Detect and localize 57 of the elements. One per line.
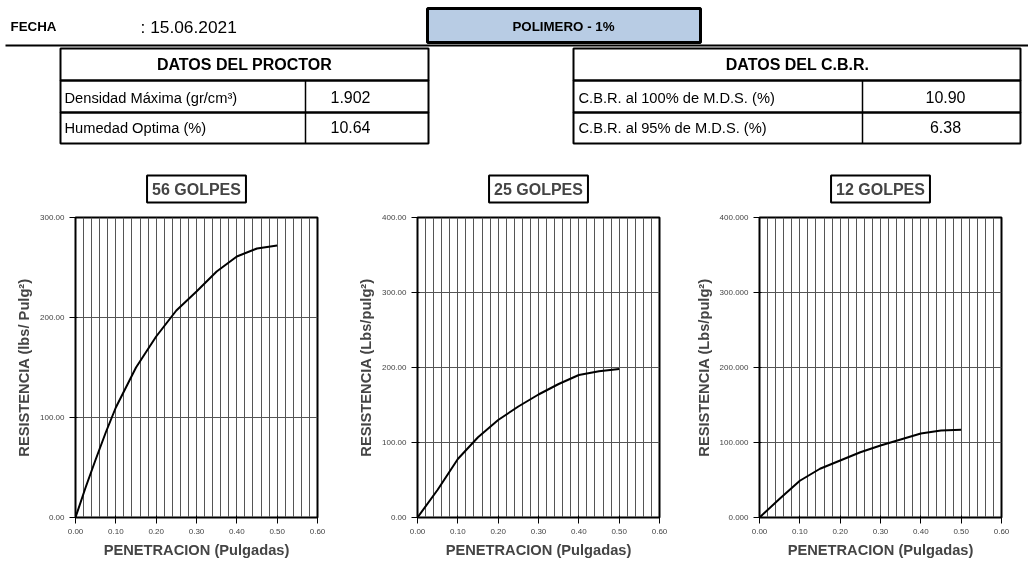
text: 1.902 <box>330 88 371 106</box>
x-tick-label: 0.20 <box>832 526 849 536</box>
y-tick-label: 200.00 <box>40 313 66 322</box>
y-tick-label: 200.00 <box>382 363 408 372</box>
x-tick-label: 0.50 <box>269 526 286 536</box>
x-tick-label: 0.40 <box>571 526 588 536</box>
text: C.B.R. al 100% de M.D.S. (%) <box>578 89 775 106</box>
text: 10.64 <box>330 118 371 136</box>
y-tick-label: 100.00 <box>382 438 408 447</box>
text: 10.90 <box>925 88 966 106</box>
text: FECHA <box>10 19 57 34</box>
x-tick-label: 0.20 <box>490 526 507 536</box>
y-tick-label: 400.000 <box>719 213 750 222</box>
x-axis-title: PENETRACION (Pulgadas) <box>103 541 290 558</box>
x-tick-label: 0.60 <box>651 526 668 536</box>
y-axis-title: RESISTENCIA (Lbs/pulg²) <box>695 278 712 457</box>
x-tick-label: 0.10 <box>792 526 809 536</box>
text: DATOS DEL PROCTOR <box>156 56 333 73</box>
x-tick-label: 0.20 <box>148 526 165 536</box>
y-tick-label: 0.00 <box>48 513 66 522</box>
y-tick-label: 0.00 <box>390 513 408 522</box>
text: 6.38 <box>929 118 962 136</box>
text: Densidad Máxima (gr/cm³) <box>64 89 238 106</box>
x-tick-label: 0.40 <box>913 526 930 536</box>
y-tick-label: 300.00 <box>40 213 66 222</box>
chart-title: 25 GOLPES <box>494 180 584 198</box>
y-tick-label: 100.00 <box>40 413 66 422</box>
x-tick-label: 0.50 <box>953 526 970 536</box>
chart-title: 12 GOLPES <box>836 180 926 198</box>
x-tick-label: 0.40 <box>229 526 246 536</box>
y-tick-label: 400.00 <box>382 213 408 222</box>
y-tick-label: 200.000 <box>719 363 750 372</box>
y-tick-label: 0.000 <box>728 513 750 522</box>
y-axis-title: RESISTENCIA (Lbs/pulg²) <box>358 278 375 457</box>
text: : 15.06.2021 <box>140 16 237 37</box>
x-tick-label: 0.00 <box>751 526 768 536</box>
chart-title: 56 GOLPES <box>152 180 242 198</box>
x-tick-label: 0.60 <box>309 526 326 536</box>
text: C.B.R. al 95% de M.D.S. (%) <box>578 119 767 136</box>
y-tick-label: 300.00 <box>382 288 408 297</box>
y-tick-label: 300.000 <box>719 288 750 297</box>
x-axis-title: PENETRACION (Pulgadas) <box>445 541 632 558</box>
x-tick-label: 0.60 <box>993 526 1010 536</box>
x-axis-title: PENETRACION (Pulgadas) <box>787 541 974 558</box>
x-tick-label: 0.50 <box>611 526 628 536</box>
y-axis-title: RESISTENCIA (lbs/ Pulg²) <box>16 278 33 457</box>
x-tick-label: 0.30 <box>872 526 889 536</box>
x-tick-label: 0.30 <box>530 526 547 536</box>
x-tick-label: 0.00 <box>67 526 84 536</box>
y-tick-label: 100.000 <box>719 438 750 447</box>
x-tick-label: 0.10 <box>108 526 125 536</box>
text: DATOS DEL C.B.R. <box>725 56 869 73</box>
x-tick-label: 0.00 <box>409 526 426 536</box>
x-tick-label: 0.10 <box>450 526 467 536</box>
x-tick-label: 0.30 <box>188 526 205 536</box>
text: POLIMERO - 1% <box>512 19 615 34</box>
text: Humedad Optima (%) <box>64 119 207 136</box>
